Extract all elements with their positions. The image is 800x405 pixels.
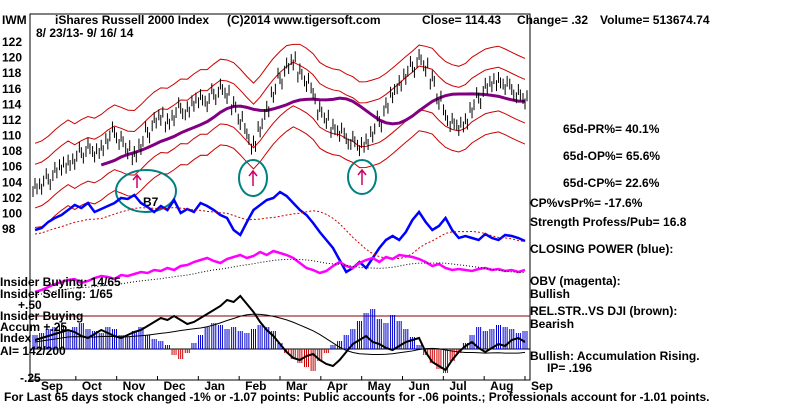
insider-selling-label: Insider Selling: 1/65 [0, 287, 113, 301]
outer-band-lower [34, 126, 526, 228]
x-tick-label: Jun [409, 379, 430, 393]
copyright-label: (C)2014 www.tigersoft.com [227, 13, 381, 27]
plus50-label: +.50 [18, 298, 42, 312]
closing-power-ma [34, 207, 526, 260]
y-tick-label: 116 [2, 82, 22, 96]
minus25-label: -.25 [20, 371, 41, 385]
y-tick-label: 122 [2, 35, 22, 49]
x-tick-label: Aug [490, 379, 513, 393]
cpvspr-indicator: CP%vsPr%= -17.6% [530, 196, 643, 210]
obv-state: Bullish [530, 287, 570, 301]
y-tick-label: 114 [2, 97, 22, 111]
index-title: iShares Russell 2000 Index [55, 13, 209, 27]
y-tick-label: 106 [2, 160, 22, 174]
footer-summary: For Last 65 days stock changed -1% or -1… [4, 390, 710, 404]
op-indicator: 65d-OP%= 65.6% [563, 149, 660, 163]
x-tick-label: Oct [82, 379, 102, 393]
signal-circle-may [347, 159, 377, 195]
x-tick-label: Sep [531, 379, 553, 393]
accumulation-bars [32, 309, 528, 373]
x-tick-label: Mar [286, 379, 308, 393]
y-tick-label: 118 [2, 66, 22, 80]
index-label: Index [0, 331, 32, 345]
buy-arrow-2 [248, 169, 258, 186]
inner-band-lower [34, 105, 526, 209]
outer-band-upper [34, 43, 526, 144]
signal-circle-feb [238, 159, 268, 197]
insider-buying-label: Insider Buying: 14/65 [0, 275, 121, 289]
ip-value: IP= .196 [547, 361, 592, 375]
pr-indicator: 65d-PR%= 40.1% [563, 122, 660, 136]
change-value: Change= .32 [517, 13, 588, 27]
x-tick-label: Nov [123, 379, 146, 393]
volume-value: Volume= 513674.74 [600, 13, 710, 27]
closing-power-legend: CLOSING POWER (blue): [530, 242, 673, 256]
symbol-label: IWM [2, 13, 27, 27]
x-tick-label: May [368, 379, 392, 393]
close-value: Close= 114.43 [422, 13, 501, 27]
obv-legend: OBV (magenta): [530, 274, 621, 288]
insider-buying-label-2: Insider Buying [0, 309, 83, 323]
accum-label: Accum +.25 [0, 320, 67, 334]
y-tick-label: 112 [2, 113, 22, 127]
x-tick-label: Jul [449, 379, 466, 393]
accumulation-status: Bullish: Accumulation Rising. [530, 349, 700, 363]
date-range: 8/ 23/13- 9/ 16/ 14 [36, 26, 134, 40]
y-tick-label: 104 [2, 175, 22, 189]
relative-strength-ma [34, 313, 526, 356]
closing-power-line [34, 190, 526, 274]
y-tick-label: 108 [2, 144, 22, 158]
y-tick-label: 110 [2, 129, 22, 143]
x-tick-label: Jan [204, 379, 225, 393]
x-tick-label: Sep [41, 379, 63, 393]
buy-arrow-1 [132, 173, 142, 188]
b7-circle [115, 169, 177, 213]
y-tick-label: 100 [2, 206, 22, 220]
strength-indicator: Strength Profess/Pub= 16.8 [530, 215, 687, 229]
inner-band-upper [34, 61, 526, 165]
y-tick-label: 120 [2, 51, 22, 65]
relstr-legend: REL.STR..VS DJI (brown): [530, 304, 677, 318]
buy-arrow-3 [357, 168, 367, 185]
moving-average-line [100, 92, 526, 167]
ai-label: AI= 142/200 [0, 344, 66, 358]
x-tick-label: Dec [164, 379, 186, 393]
month-axis: Sep Oct Nov Dec Jan Feb Mar Apr May Jun Jul Aug Sep [34, 376, 553, 393]
cp-indicator: 65d-CP%= 22.6% [563, 176, 660, 190]
relative-strength-line [34, 294, 526, 372]
price-bars [32, 49, 528, 198]
x-tick-label: Feb [245, 379, 266, 393]
relstr-state: Bearish [530, 317, 574, 331]
price-bands [34, 43, 526, 228]
obv-line [34, 249, 526, 294]
x-tick-label: Apr [327, 379, 348, 393]
y-tick-label: 102 [2, 191, 22, 205]
y-tick-label: 98 [2, 222, 16, 236]
